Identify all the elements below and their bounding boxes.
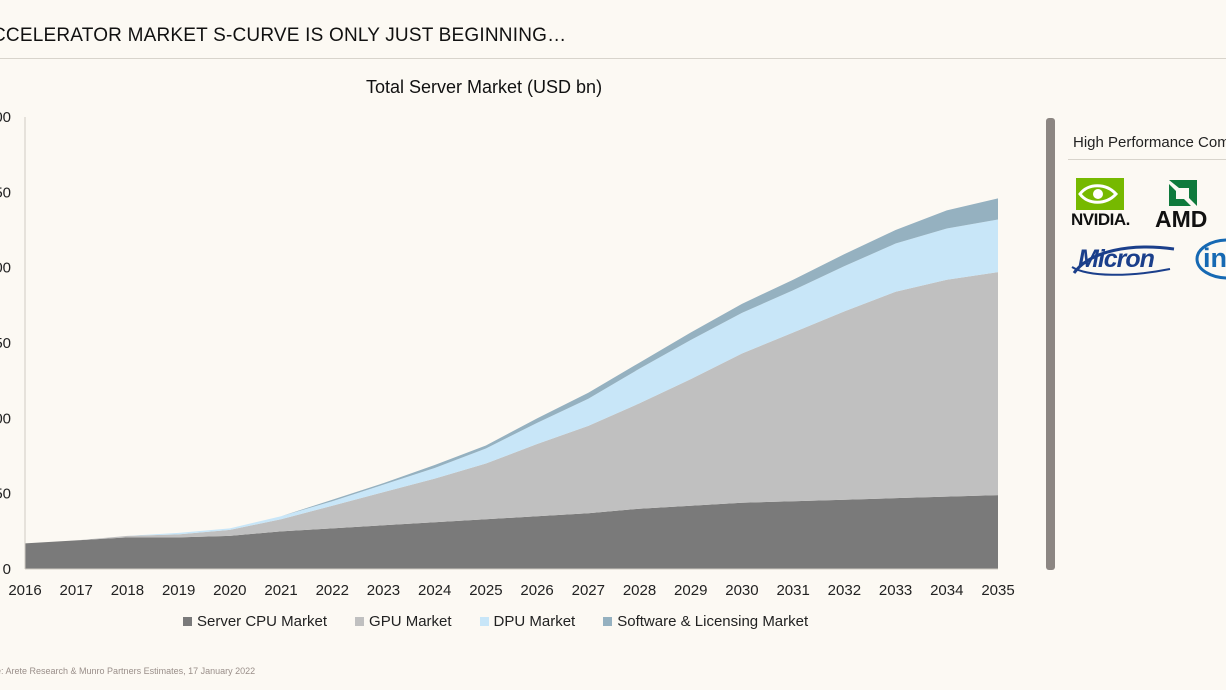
area-series-2 xyxy=(25,272,998,544)
y-tick-label: 00 xyxy=(0,260,11,277)
chart-areas xyxy=(25,198,998,569)
source-note: e: Arete Research & Munro Partners Estim… xyxy=(0,666,256,676)
intel-logo-text: inte xyxy=(1203,243,1226,273)
x-tick-label: 2034 xyxy=(930,582,963,599)
y-tick-label: 00 xyxy=(0,410,11,427)
legend-label-software: Software & Licensing Market xyxy=(617,613,809,630)
slide-title: CCELERATOR MARKET S-CURVE IS ONLY JUST B… xyxy=(0,25,567,46)
x-tick-label: 2027 xyxy=(572,582,605,599)
micron-logo-text: Micron xyxy=(1078,245,1155,273)
side-panel-title: High Performance Com xyxy=(1073,134,1226,151)
intel-ring-icon xyxy=(1195,238,1226,280)
side-panel-divider xyxy=(1046,118,1055,570)
area-series-1 xyxy=(25,495,998,569)
legend-swatch-gpu xyxy=(355,617,365,626)
legend-label-gpu: GPU Market xyxy=(369,613,452,630)
legend-label-dpu: DPU Market xyxy=(493,613,576,630)
legend-item-software: Software & Licensing Market xyxy=(603,613,808,630)
x-tick-label: 2019 xyxy=(162,582,195,599)
legend-item-dpu: DPU Market xyxy=(479,613,576,630)
micron-swoosh-icon xyxy=(1071,245,1175,276)
y-axis-ticks: 0 50 00 50 00 50 00 xyxy=(0,109,11,578)
y-tick-label: 0 xyxy=(3,561,11,578)
chart-title: Total Server Market (USD bn) xyxy=(366,77,603,97)
y-tick-label: 50 xyxy=(0,486,11,503)
x-tick-label: 2026 xyxy=(520,582,553,599)
x-tick-label: 2028 xyxy=(623,582,656,599)
x-tick-label: 2023 xyxy=(367,582,400,599)
legend-item-gpu: GPU Market xyxy=(355,613,452,630)
x-tick-label: 2018 xyxy=(111,582,144,599)
x-tick-label: 2033 xyxy=(879,582,912,599)
amd-logo-text: AMD xyxy=(1155,206,1208,232)
x-tick-label: 2030 xyxy=(725,582,758,599)
x-tick-label: 2016 xyxy=(8,582,41,599)
legend-swatch-dpu xyxy=(479,617,489,626)
x-axis-ticks: 2016 2017 2018 2019 2020 2021 2022 2023 2024 2025… xyxy=(8,582,1014,599)
x-tick-label: 2029 xyxy=(674,582,707,599)
title-divider xyxy=(0,58,1226,59)
legend-swatch-software xyxy=(603,617,613,626)
y-tick-label: 50 xyxy=(0,184,11,201)
x-tick-label: 2020 xyxy=(213,582,246,599)
y-tick-label: 50 xyxy=(0,335,11,352)
nvidia-logo-text: NVIDIA. xyxy=(1071,210,1130,229)
x-tick-label: 2025 xyxy=(469,582,502,599)
stacked-area-chart: 0500050005000 20162017201820192020202120… xyxy=(0,109,1015,599)
area-series-3 xyxy=(25,219,998,544)
amd-arrow-icon xyxy=(1169,180,1197,206)
chart-axes xyxy=(24,117,998,570)
area-series-4 xyxy=(25,198,998,544)
legend-item-cpu: Server CPU Market xyxy=(183,613,327,630)
legend-label-cpu: Server CPU Market xyxy=(197,613,328,630)
x-tick-label: 2021 xyxy=(264,582,297,599)
legend-swatch-cpu xyxy=(183,617,192,626)
x-tick-label: 2024 xyxy=(418,582,451,599)
x-tick-label: 2032 xyxy=(828,582,861,599)
x-tick-label: 2022 xyxy=(316,582,349,599)
side-panel-rule xyxy=(1068,159,1226,160)
x-tick-label: 2035 xyxy=(981,582,1014,599)
x-tick-label: 2031 xyxy=(776,582,809,599)
nvidia-eye-icon xyxy=(1076,178,1124,210)
y-tick-label: 00 xyxy=(0,109,11,126)
x-tick-label: 2017 xyxy=(60,582,93,599)
chart-legend: Server CPU Market GPU Market DPU Market … xyxy=(183,613,808,630)
